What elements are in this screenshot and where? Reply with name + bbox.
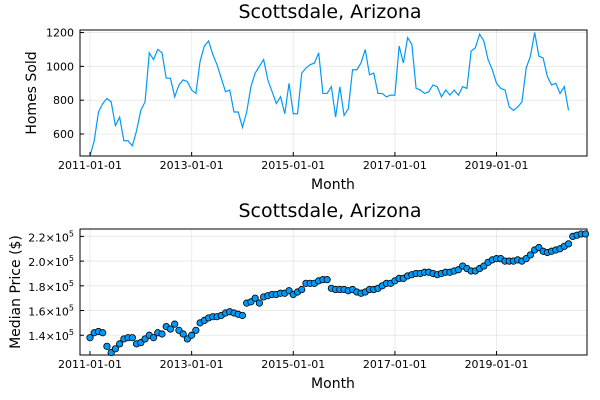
chart-homes-sold: Scottsdale, Arizona 2011-01-01 2013-01-01… [24,1,588,193]
y-tick-label: 1.4×105 [28,328,74,343]
data-point [298,285,306,294]
data-point [323,276,331,284]
chart-median-price: Scottsdale, Arizona 2011-01-01 2013-01-01… [8,200,590,392]
grid [80,30,587,156]
plot-frame [79,228,588,356]
y-tick-label: 2.0×105 [28,254,74,269]
y-axis-label: Median Price ($) [8,235,24,349]
data-point [526,251,535,259]
x-tick-label: 2019-01-01 [465,159,529,172]
y-tick-label: 1.8×105 [28,279,74,294]
plot-frame [79,29,588,157]
y-tick-base: 1.4×10 [28,330,69,343]
x-ticks: 2011-01-01 2013-01-01 2015-01-01 2017-01-01… [58,152,529,172]
y-tick-exponent: 5 [69,328,74,337]
y-tick-exponent: 5 [69,229,74,238]
data-point [581,230,590,238]
x-tick-label: 2017-01-01 [363,358,427,371]
y-tick-exponent: 5 [69,254,74,263]
y-tick-base: 1.8×10 [28,281,69,294]
data-point [149,334,158,342]
y-tick-label: 2.2×105 [28,229,74,244]
x-tick-label: 2015-01-01 [261,358,325,371]
data-point [128,334,136,342]
x-tick-label: 2017-01-01 [363,159,427,172]
data-point [238,311,247,320]
x-ticks: 2011-01-01 2013-01-01 2015-01-01 2017-01-01… [58,351,529,371]
y-tick-label: 1200 [46,27,74,40]
data-point [179,330,187,338]
data-point [255,299,263,307]
chart-title: Scottsdale, Arizona [238,1,421,23]
data-point [192,326,200,334]
x-tick-label: 2011-01-01 [58,358,122,371]
series-line [89,32,570,157]
data-point [103,342,111,350]
homes-sold-line [89,32,570,157]
data-point [116,340,124,348]
x-tick-label: 2013-01-01 [160,358,224,371]
data-point [158,330,166,338]
y-tick-label: 600 [53,128,74,141]
data-point [251,294,259,302]
x-tick-label: 2015-01-01 [261,159,325,172]
data-point [166,325,175,333]
y-tick-label: 800 [53,94,74,107]
x-tick-label: 2019-01-01 [465,358,529,371]
data-point [86,334,94,342]
y-tick-base: 2.0×10 [28,256,69,269]
y-tick-exponent: 5 [69,279,74,288]
y-tick-label: 1.6×105 [28,304,74,319]
x-tick-label: 2013-01-01 [160,159,224,172]
y-tick-exponent: 5 [69,304,74,313]
y-tick-base: 1.6×10 [28,306,69,319]
y-tick-label: 1000 [46,60,74,73]
data-point [99,329,107,337]
chart-title: Scottsdale, Arizona [238,200,421,222]
x-axis-label: Month [311,376,355,392]
series-points [86,230,590,357]
data-point [171,320,179,328]
y-axis-label: Homes Sold [24,51,40,134]
y-ticks: 600 800 1000 1200 [46,27,84,141]
data-point [188,331,196,339]
y-tick-base: 2.2×10 [28,231,69,244]
x-axis-label: Month [311,177,355,193]
data-point [564,240,573,248]
data-point [111,345,120,353]
x-tick-label: 2011-01-01 [58,159,122,172]
